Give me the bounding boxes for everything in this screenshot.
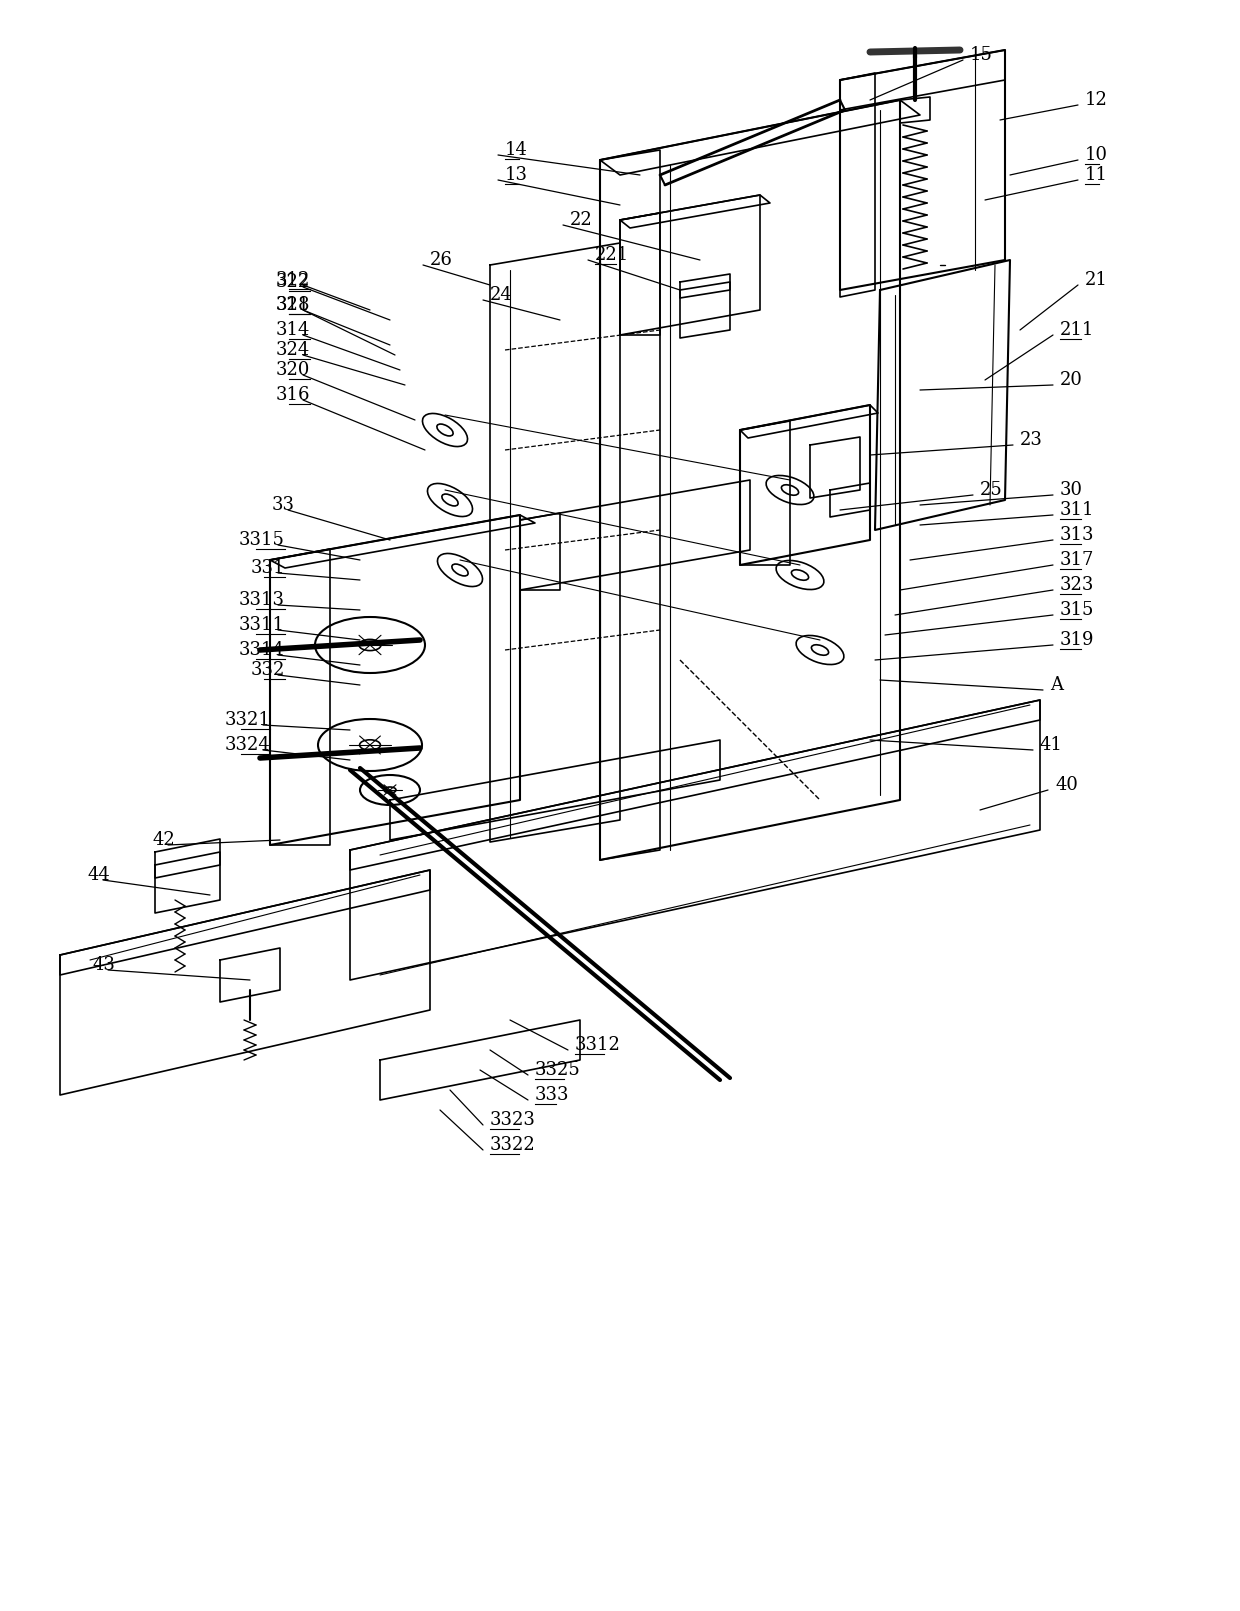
Text: 42: 42 xyxy=(153,831,175,849)
Text: 33: 33 xyxy=(272,496,295,514)
Text: 15: 15 xyxy=(970,47,993,64)
Text: 3315: 3315 xyxy=(239,532,285,549)
Text: 3325: 3325 xyxy=(534,1062,580,1079)
Text: 314: 314 xyxy=(275,321,310,338)
Text: 3321: 3321 xyxy=(224,710,270,730)
Text: 44: 44 xyxy=(87,867,110,884)
Text: 332: 332 xyxy=(250,661,285,678)
Text: 3311: 3311 xyxy=(239,615,285,635)
Text: 315: 315 xyxy=(1060,601,1095,619)
Text: 21: 21 xyxy=(1085,271,1107,288)
Text: 43: 43 xyxy=(92,955,115,975)
Text: 41: 41 xyxy=(1040,736,1063,754)
Text: 26: 26 xyxy=(430,251,453,269)
Text: 22: 22 xyxy=(570,211,593,229)
Text: 318: 318 xyxy=(275,296,310,314)
Text: 311: 311 xyxy=(1060,501,1095,519)
Text: 312: 312 xyxy=(275,271,310,288)
Text: 3314: 3314 xyxy=(239,641,285,659)
Text: 322: 322 xyxy=(275,272,310,292)
Text: 321: 321 xyxy=(275,296,310,314)
Text: 331: 331 xyxy=(250,559,285,577)
Text: 20: 20 xyxy=(1060,371,1083,388)
Text: 40: 40 xyxy=(1055,777,1078,794)
Text: A: A xyxy=(1050,677,1063,694)
Text: 323: 323 xyxy=(1060,577,1095,594)
Text: 316: 316 xyxy=(275,387,310,404)
Text: 333: 333 xyxy=(534,1086,569,1104)
Text: 3313: 3313 xyxy=(239,591,285,609)
Text: 30: 30 xyxy=(1060,482,1083,499)
Text: 324: 324 xyxy=(275,342,310,359)
Text: 211: 211 xyxy=(1060,321,1095,338)
Text: 3322: 3322 xyxy=(490,1136,536,1153)
Text: 3312: 3312 xyxy=(575,1036,621,1054)
Text: 317: 317 xyxy=(1060,551,1095,569)
Text: 14: 14 xyxy=(505,142,528,159)
Text: 23: 23 xyxy=(1021,432,1043,449)
Text: 320: 320 xyxy=(275,361,310,379)
Text: 3324: 3324 xyxy=(224,736,270,754)
Text: 319: 319 xyxy=(1060,632,1095,649)
Text: 221: 221 xyxy=(595,246,629,264)
Text: 3323: 3323 xyxy=(490,1112,536,1129)
Text: 313: 313 xyxy=(1060,527,1095,545)
Text: 24: 24 xyxy=(490,287,513,304)
Text: 10: 10 xyxy=(1085,147,1109,164)
Text: 11: 11 xyxy=(1085,166,1109,184)
Text: 12: 12 xyxy=(1085,90,1107,110)
Text: 13: 13 xyxy=(505,166,528,184)
Text: 25: 25 xyxy=(980,482,1003,499)
